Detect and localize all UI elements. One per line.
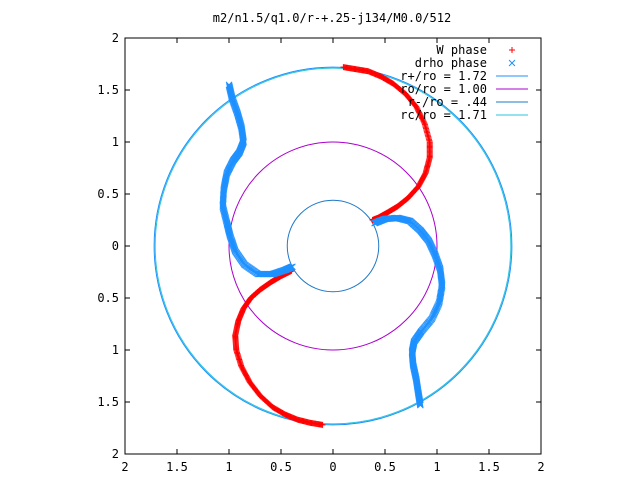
w-phase-point (420, 119, 427, 126)
drho-phase-point (289, 263, 296, 271)
y-tick-label: 2 (112, 31, 119, 45)
drho-phase-point (416, 399, 424, 406)
x-tick-label: 0.5 (270, 460, 292, 474)
drho-phase-point (416, 399, 424, 407)
y-tick-label: 0.5 (97, 187, 119, 201)
y-tick-label: 1 (112, 343, 119, 357)
y-tick-label: 1 (112, 135, 119, 149)
legend-label: drho phase (415, 56, 487, 70)
circle-ro-ro-1-00 (228, 141, 438, 351)
y-tick-label: 0.5 (97, 291, 119, 305)
w-phase-point (319, 421, 326, 428)
x-tick-label: 1 (225, 460, 232, 474)
chart-title: m2/n1.5/q1.0/r-+.25-j134/M0.0/512 (213, 11, 451, 25)
circle-r-ro-44 (286, 199, 380, 293)
legend-swatch (508, 59, 516, 67)
legend-label: r-/ro = .44 (408, 95, 487, 109)
phase-points (219, 64, 446, 428)
x-tick-label: 0.5 (374, 460, 396, 474)
y-tick-label: 0 (112, 239, 119, 253)
drho-phase-point (231, 246, 239, 254)
x-tick-label: 1 (433, 460, 440, 474)
legend-label: ro/ro = 1.00 (400, 82, 487, 96)
circle-r-ro-1-72 (153, 66, 513, 426)
drho-phase-point (417, 401, 424, 409)
y-tick-label: 2 (112, 447, 119, 461)
legend-label: W phase (436, 43, 487, 57)
radius-circles (153, 66, 513, 426)
y-tick-label: 1.5 (97, 395, 119, 409)
x-tick-label: 0 (329, 460, 336, 474)
legend-label: r+/ro = 1.72 (400, 69, 487, 83)
y-tick-label: 1.5 (97, 83, 119, 97)
legend-swatch (509, 47, 515, 53)
x-tick-label: 2 (537, 460, 544, 474)
x-tick-label: 1.5 (478, 460, 500, 474)
axis-ticks: 2 1.5 1 0.5 0 0.5 1 1.5 221.510.500.511.52 (97, 31, 544, 474)
circle-rc-ro-1-71 (154, 67, 512, 425)
legend-label: rc/ro = 1.71 (400, 108, 487, 122)
drho-phase-point (416, 400, 424, 408)
drho-phase-point (435, 298, 443, 306)
x-tick-label: 1.5 (166, 460, 188, 474)
x-tick-label: 2 (121, 460, 128, 474)
